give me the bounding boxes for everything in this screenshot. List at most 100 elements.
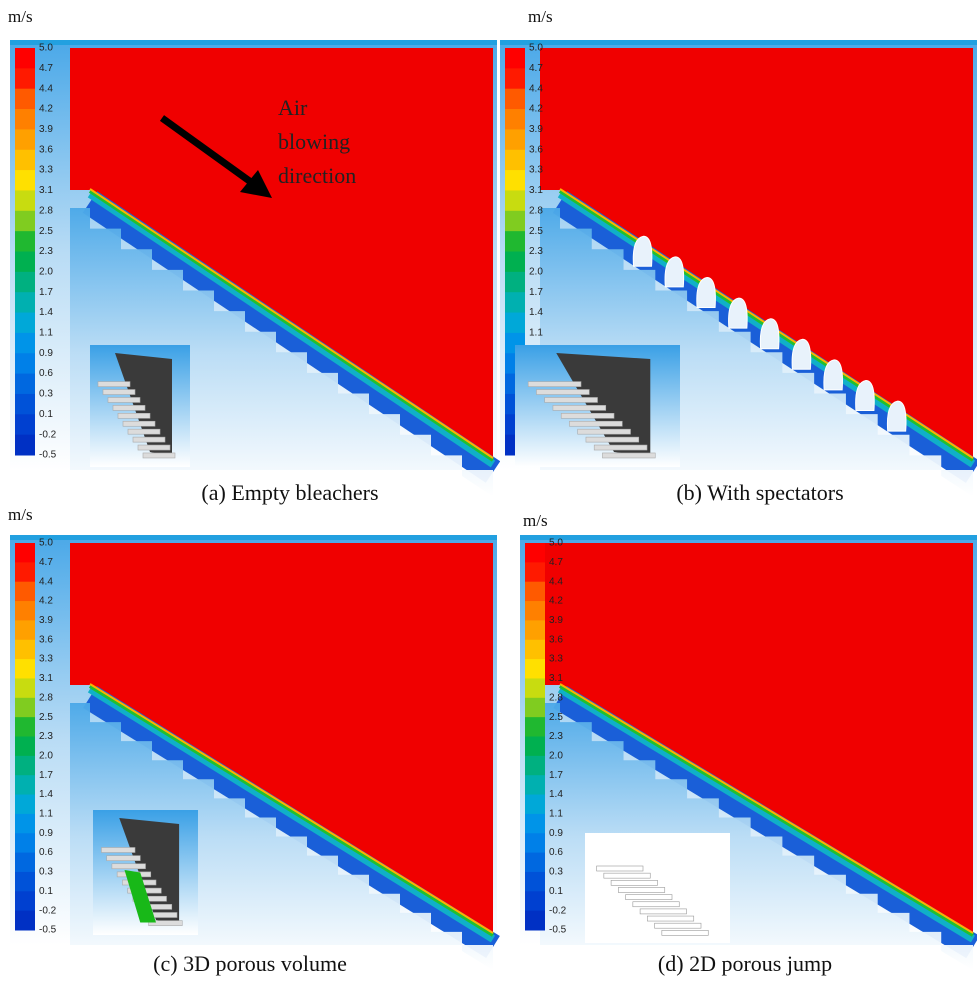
colorbar-label: 2.8: [39, 692, 53, 703]
colorbar-label: -0.2: [39, 429, 57, 440]
colorbar-band: [525, 582, 545, 602]
colorbar-label: 2.3: [39, 246, 53, 257]
colorbar-label: 0.1: [39, 409, 53, 420]
colorbar-label: 4.2: [39, 596, 53, 607]
colorbar-label: 3.6: [39, 634, 53, 645]
colorbar-label: -0.5: [39, 925, 57, 936]
colorbar-label: 3.3: [529, 165, 543, 176]
colorbar-band: [15, 775, 35, 795]
colorbar-label: 1.4: [39, 307, 53, 318]
colorbar-label: 2.0: [529, 266, 543, 277]
colorbar-band: [15, 814, 35, 834]
colorbar-band: [15, 414, 35, 435]
colorbar-band: [15, 89, 35, 110]
colorbar-label: 4.4: [39, 83, 53, 94]
colorbar-label: 0.3: [549, 867, 563, 878]
colorbar-label: 2.0: [39, 266, 53, 277]
colorbar-band: [15, 737, 35, 757]
inset-step: [138, 445, 170, 450]
colorbar-label: 3.1: [39, 185, 53, 196]
colorbar-label: 3.6: [549, 634, 563, 645]
colorbar-band: [15, 698, 35, 718]
colorbar-label: 1.1: [39, 328, 53, 339]
colorbar-band: [525, 891, 545, 911]
colorbar-band: [15, 756, 35, 776]
colorbar-band: [525, 717, 545, 737]
unit-label: m/s: [8, 505, 33, 524]
colorbar-band: [15, 435, 35, 456]
colorbar-band: [15, 601, 35, 621]
colorbar-band: [15, 543, 35, 563]
colorbar-band: [15, 252, 35, 273]
colorbar-band: [525, 678, 545, 698]
colorbar-label: 3.3: [549, 654, 563, 665]
colorbar-label: 2.8: [39, 205, 53, 216]
inset-step: [108, 397, 140, 402]
colorbar-label: 4.2: [549, 596, 563, 607]
colorbar-label: -0.5: [549, 925, 567, 936]
caption: (d) 2D porous jump: [658, 951, 832, 976]
colorbar-label: 5.0: [529, 43, 543, 54]
colorbar-band: [525, 756, 545, 776]
inset: [90, 345, 190, 467]
colorbar-band: [525, 814, 545, 834]
colorbar-band: [525, 833, 545, 853]
colorbar-band: [15, 582, 35, 602]
colorbar-label: 1.1: [549, 809, 563, 820]
colorbar-label: 4.4: [39, 576, 53, 587]
colorbar-label: 3.3: [39, 654, 53, 665]
colorbar-band: [525, 640, 545, 660]
inset: [93, 810, 198, 935]
colorbar-band: [505, 68, 525, 89]
colorbar-band: [525, 698, 545, 718]
colorbar-band: [525, 775, 545, 795]
colorbar-band: [15, 272, 35, 293]
inset-step: [133, 437, 165, 442]
colorbar-label: -0.2: [549, 905, 567, 916]
colorbar-band: [15, 48, 35, 69]
colorbar-label: 1.4: [39, 789, 53, 800]
colorbar-band: [15, 333, 35, 354]
annotation: blowing: [278, 129, 350, 154]
inset-step: [569, 421, 622, 426]
colorbar-label: 0.9: [549, 828, 563, 839]
panel-top-border: [500, 40, 977, 45]
colorbar-label: 3.9: [549, 615, 563, 626]
colorbar-band: [505, 252, 525, 273]
colorbar-label: 4.4: [529, 83, 543, 94]
colorbar-label: 1.1: [39, 809, 53, 820]
panel: 5.04.74.44.23.93.63.33.12.82.52.32.01.71…: [10, 535, 497, 970]
colorbar-band: [505, 231, 525, 252]
colorbar-label: 1.4: [529, 307, 543, 318]
colorbar-label: 2.5: [39, 226, 53, 237]
annotation: direction: [278, 163, 356, 188]
inset-background: [585, 833, 730, 943]
colorbar-label: 1.4: [549, 789, 563, 800]
panel: 5.04.74.44.23.93.63.33.12.82.52.32.01.71…: [500, 40, 977, 497]
colorbar-band: [525, 911, 545, 931]
inset-step: [128, 429, 160, 434]
colorbar-label: 5.0: [39, 538, 53, 549]
colorbar-label: 0.1: [549, 886, 563, 897]
colorbar-band: [15, 911, 35, 931]
colorbar-label: 3.9: [39, 124, 53, 135]
colorbar-band: [505, 313, 525, 334]
colorbar-label: 5.0: [549, 538, 563, 549]
colorbar-band: [15, 211, 35, 232]
inset-step: [561, 413, 614, 418]
colorbar-band: [15, 853, 35, 873]
inset-step: [594, 445, 647, 450]
caption: (a) Empty bleachers: [201, 480, 378, 505]
colorbar-label: 0.9: [39, 348, 53, 359]
colorbar-label: -0.2: [39, 905, 57, 916]
colorbar-band: [505, 109, 525, 130]
colorbar-band: [15, 374, 35, 395]
colorbar-label: 0.6: [549, 847, 563, 858]
colorbar-band: [15, 620, 35, 640]
colorbar-label: 1.1: [529, 328, 543, 339]
colorbar-band: [525, 620, 545, 640]
inset-step: [536, 390, 589, 395]
colorbar-band: [15, 659, 35, 679]
colorbar-band: [505, 89, 525, 110]
colorbar-label: 1.7: [549, 770, 563, 781]
